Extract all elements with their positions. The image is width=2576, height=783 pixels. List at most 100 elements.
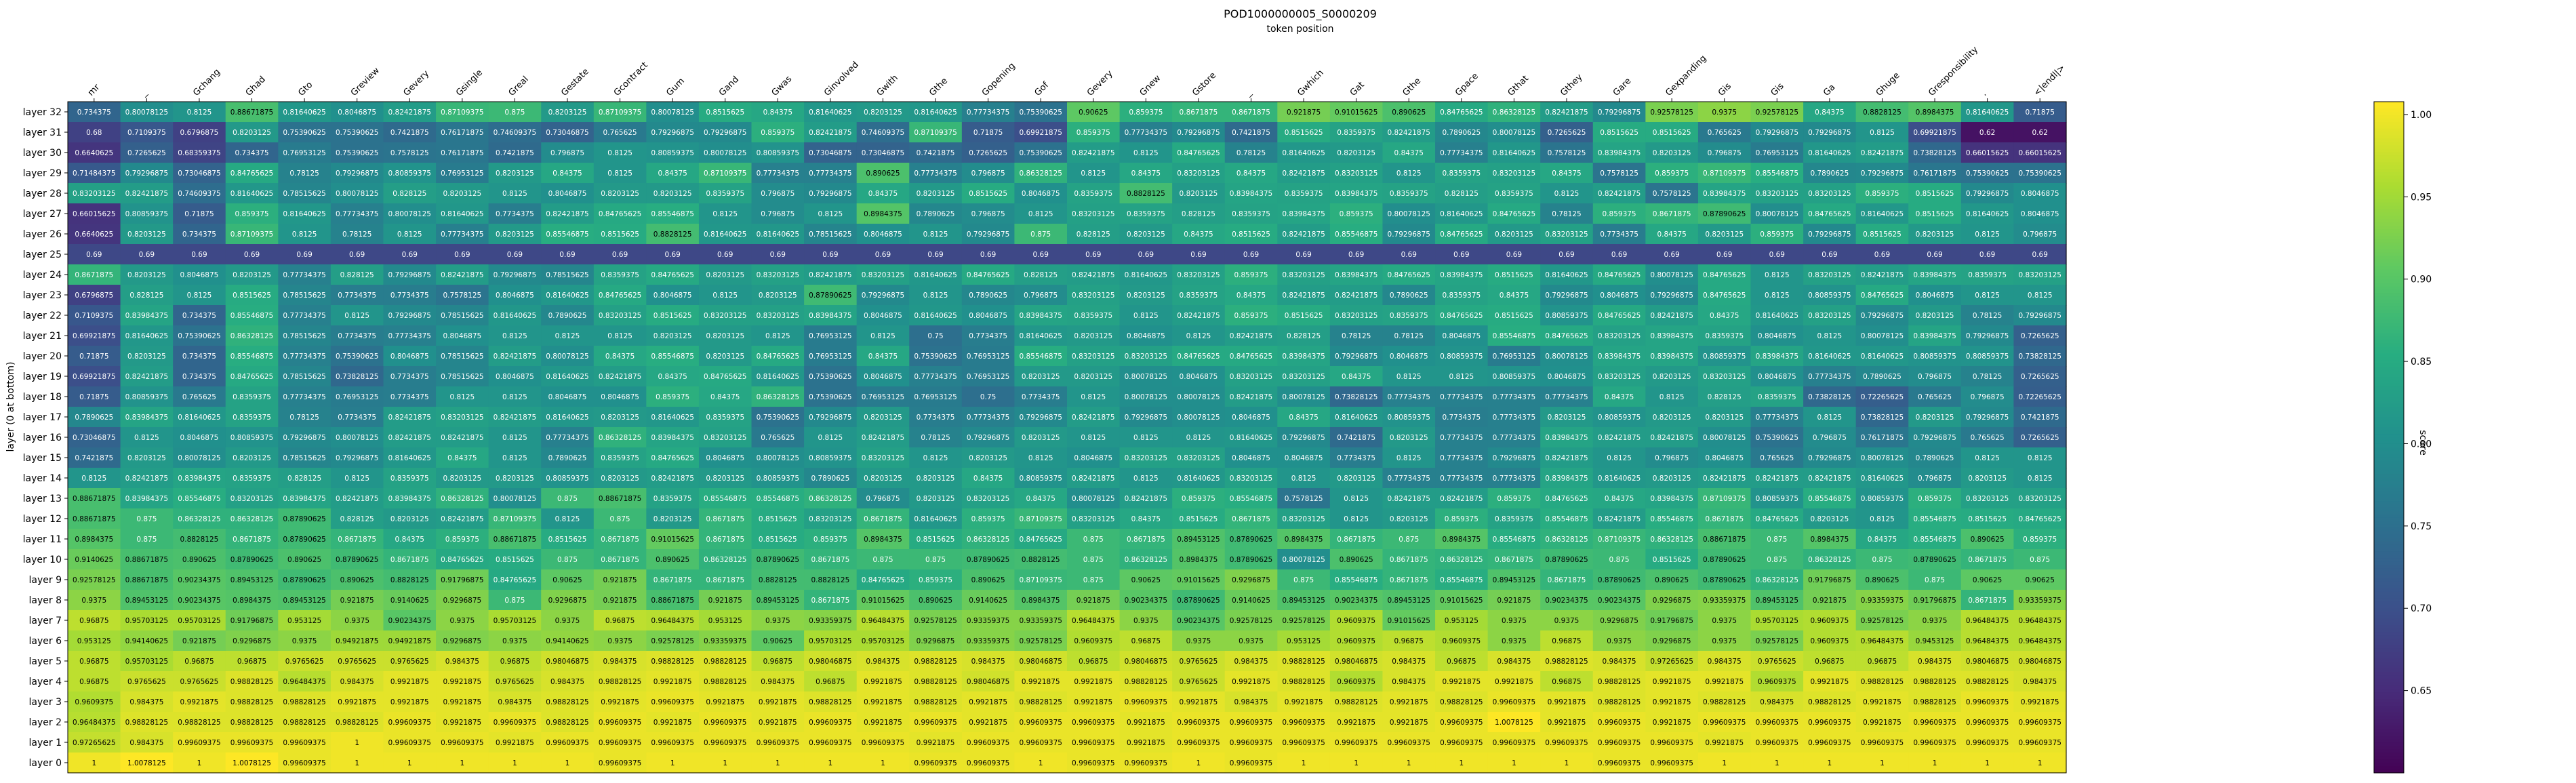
heatmap-cell [1329, 244, 1384, 265]
cell-value-label: 0.875 [872, 556, 893, 564]
heatmap-cell [646, 346, 700, 367]
cell-value-label: 0.8125 [1081, 434, 1106, 442]
cell-value-label: 0.99609375 [599, 719, 641, 727]
heatmap-cell [1540, 203, 1594, 224]
heatmap-cell [541, 122, 595, 143]
cell-value-label: 0.87890625 [757, 556, 799, 564]
cell-value-label: 0.953125 [287, 617, 321, 625]
cell-value-label: 0.96484375 [73, 719, 115, 727]
cell-value-label: 0.94140625 [125, 637, 168, 645]
heatmap-cell [1119, 224, 1173, 245]
cell-value-label: 0.95703125 [862, 637, 904, 645]
cell-value-label: 0.79296875 [1808, 129, 1851, 137]
cell-value-label: 0.82421875 [1072, 475, 1114, 483]
heatmap-cell [1067, 224, 1121, 245]
cell-value-label: 0.8125 [712, 292, 738, 300]
heatmap-cell [1277, 224, 1331, 245]
heatmap-cell [593, 285, 647, 306]
heatmap-cell [1067, 264, 1121, 285]
cell-value-label: 0.9609375 [75, 698, 113, 706]
cell-value-label: 0.82421875 [599, 373, 641, 381]
cell-value-label: 0.81640625 [1282, 149, 1325, 157]
heatmap-cell [488, 366, 542, 387]
cell-value-label: 0.80078125 [651, 108, 693, 117]
cell-value-label: 0.83203125 [1125, 454, 1167, 462]
cell-value-label: 0.8203125 [1810, 515, 1849, 523]
cell-value-label: 0.98046875 [546, 658, 588, 666]
cell-value-label: 0.69 [1190, 251, 1206, 259]
heatmap-cell [1329, 102, 1384, 123]
cell-value-label: 0.8125 [292, 230, 317, 239]
cell-value-label: 0.91015625 [1335, 108, 1377, 117]
cell-value-label: 0.984375 [866, 658, 900, 666]
x-tick-label: . [1979, 89, 1989, 98]
heatmap-cell [1277, 163, 1331, 184]
cell-value-label: 0.875 [136, 536, 157, 544]
cell-value-label: 0.85546875 [651, 210, 693, 218]
cell-value-label: 0.75390625 [2018, 169, 2061, 178]
cell-value-label: 0.796875 [1918, 475, 1952, 483]
heatmap-cell [804, 366, 858, 387]
heatmap-cell [330, 386, 384, 407]
heatmap-cell [1855, 325, 1909, 346]
heatmap-cell [909, 285, 963, 306]
cell-value-label: 0.8515625 [917, 536, 955, 544]
cell-value-label: 0.8203125 [443, 190, 481, 198]
cell-value-label: 0.8125 [1449, 373, 1474, 381]
heatmap-cell [646, 305, 700, 326]
heatmap-cell [1540, 305, 1594, 326]
heatmap-cell [593, 122, 647, 143]
cell-value-label: 0.9921875 [2021, 698, 2059, 706]
cell-value-label: 0.99609375 [1966, 739, 2009, 747]
cell-value-label: 0.8046875 [1600, 292, 1638, 300]
cell-value-label: 0.85546875 [1913, 515, 1956, 523]
cell-value-label: 0.734375 [77, 108, 111, 117]
cell-value-label: 0.80859375 [1019, 475, 1062, 483]
heatmap-cell [1540, 285, 1594, 306]
heatmap-cell [1750, 203, 1804, 224]
x-tick-label: _ [1243, 87, 1253, 98]
cell-value-label: 0.75390625 [809, 373, 851, 381]
cell-value-label: 0.8359375 [1442, 292, 1481, 300]
cell-value-label: 0.8203125 [1074, 373, 1112, 381]
cell-value-label: 0.8125 [449, 393, 475, 401]
cell-value-label: 0.95703125 [125, 658, 168, 666]
cell-value-label: 0.86328125 [178, 515, 220, 523]
cell-value-label: 0.79296875 [704, 129, 746, 137]
cell-value-label: 0.99609375 [1230, 739, 1272, 747]
cell-value-label: 0.796875 [761, 190, 794, 198]
cell-value-label: 0.890625 [656, 556, 689, 564]
heatmap-cell [1645, 285, 1699, 306]
cell-value-label: 0.76171875 [1913, 169, 1956, 178]
cell-value-label: 0.83984375 [1913, 271, 1956, 279]
heatmap-cell [1540, 366, 1594, 387]
cell-value-label: 0.83203125 [1230, 373, 1272, 381]
heatmap-cell [1119, 122, 1173, 143]
cell-value-label: 0.83203125 [1072, 515, 1114, 523]
cell-value-label: 0.8515625 [969, 190, 1007, 198]
cell-value-label: 0.7421875 [2021, 414, 2059, 422]
cell-value-label: 0.86328125 [1545, 536, 1588, 544]
cell-value-label: 1.0078125 [127, 759, 166, 767]
heatmap-cell [383, 122, 437, 143]
cell-value-label: 0.96875 [500, 658, 529, 666]
cell-value-label: 0.8046875 [2021, 190, 2059, 198]
cell-value-label: 0.78125 [289, 169, 319, 178]
cell-value-label: 0.84765625 [599, 210, 641, 218]
cell-value-label: 0.8125 [1975, 292, 2000, 300]
cell-value-label: 0.98046875 [1019, 658, 1062, 666]
heatmap-cell [1382, 224, 1436, 245]
cell-value-label: 0.88671875 [125, 556, 168, 564]
cell-value-label: 0.98828125 [230, 678, 273, 686]
cell-value-label: 1 [828, 759, 833, 767]
cell-value-label: 0.78125 [1236, 149, 1266, 157]
heatmap-cell [173, 142, 226, 163]
cell-value-label: 0.8203125 [653, 515, 692, 523]
cell-value-label: 0.80859375 [757, 149, 799, 157]
cell-value-label: 0.8203125 [1180, 190, 1218, 198]
heatmap-cell [173, 244, 226, 265]
x-tick-label: Gto [296, 80, 315, 98]
cell-value-label: 0.99609375 [1756, 719, 1798, 727]
cell-value-label: 0.83984375 [1335, 190, 1377, 198]
cell-value-label: 0.734375 [182, 230, 216, 239]
